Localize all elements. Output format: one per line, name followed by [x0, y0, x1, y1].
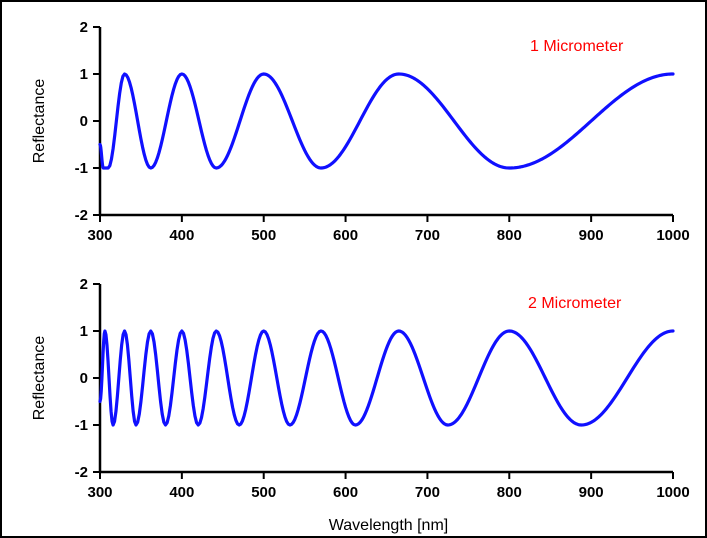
x-tick-label: 300 — [87, 484, 112, 501]
annotation-1-micrometer: 1 Micrometer — [530, 38, 624, 55]
x-tick-label: 600 — [333, 227, 358, 244]
reflectance-series-line — [98, 72, 675, 170]
y-tick-label: 1 — [80, 66, 88, 83]
y-tick-label: 0 — [80, 370, 88, 387]
annotation-2-micrometer: 2 Micrometer — [528, 295, 622, 312]
y-tick-label: -1 — [75, 160, 88, 177]
y-tick-label: 1 — [80, 323, 88, 340]
x-tick-label: 500 — [251, 227, 276, 244]
y-axis-label-top: Reflectance — [31, 79, 48, 164]
x-tick-label: 1000 — [656, 227, 689, 244]
x-tick-label: 700 — [415, 484, 440, 501]
y-tick-label: 0 — [80, 113, 88, 130]
x-tick-label: 600 — [333, 484, 358, 501]
x-tick-label: 900 — [579, 484, 604, 501]
x-tick-label: 400 — [169, 227, 194, 244]
y-tick-label: -2 — [75, 464, 88, 481]
x-tick-label: 800 — [497, 227, 522, 244]
reflectance-series-line — [98, 329, 675, 427]
x-tick-label: 700 — [415, 227, 440, 244]
chart-panel-top: 1 Micrometer Reflectance -2 -1 0 1 2 300 400 50… — [31, 19, 690, 244]
x-tick-label: 900 — [579, 227, 604, 244]
x-tick-label: 1000 — [656, 484, 689, 501]
x-tick-label: 800 — [497, 484, 522, 501]
y-axis-label-bottom: Reflectance — [31, 336, 48, 421]
y-tick-label: 2 — [80, 276, 88, 293]
x-tick-label: 500 — [251, 484, 276, 501]
x-tick-label: 400 — [169, 484, 194, 501]
y-tick-label: 2 — [80, 19, 88, 36]
x-tick-label: 300 — [87, 227, 112, 244]
chart-panel-bottom: 2 Micrometer Reflectance Wavelength [nm]… — [31, 276, 690, 534]
x-axis-label: Wavelength [nm] — [329, 517, 448, 534]
y-tick-label: -1 — [75, 417, 88, 434]
y-tick-label: -2 — [75, 207, 88, 224]
